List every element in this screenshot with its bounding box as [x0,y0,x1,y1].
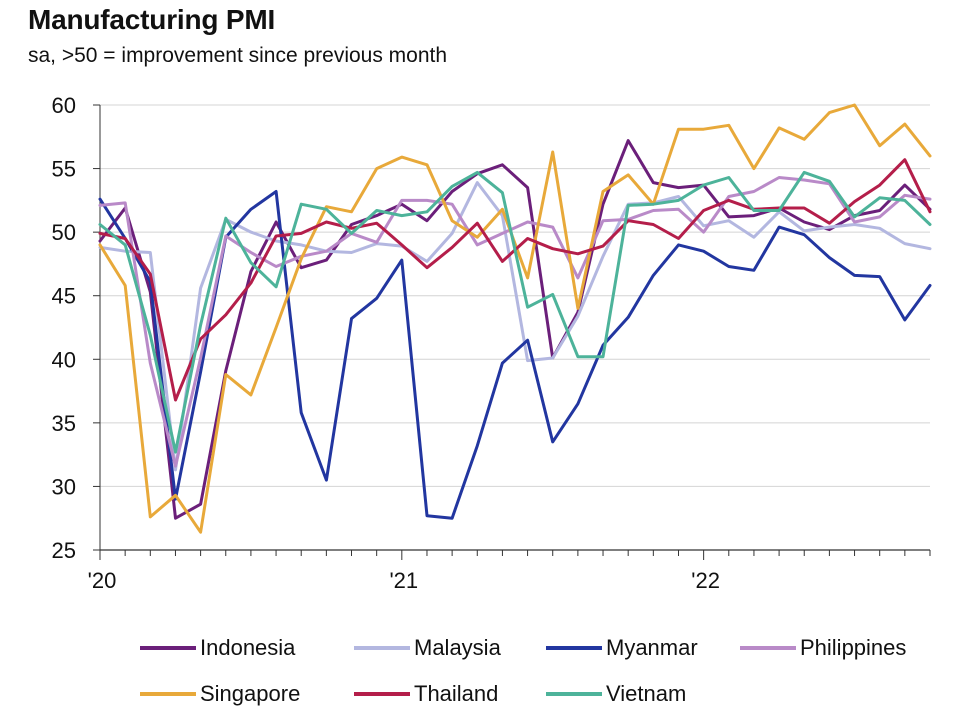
y-tick-label-25: 25 [52,538,76,563]
legend-item-indonesia: Indonesia [140,635,354,661]
y-tick-label-40: 40 [52,347,76,372]
x-tick-label: '21 [389,568,418,593]
legend-item-malaysia: Malaysia [354,635,546,661]
series-line-malaysia [98,181,932,472]
legend-label-malaysia: Malaysia [414,635,501,660]
legend-swatch-philippines [740,646,796,650]
legend-swatch-indonesia [140,646,196,650]
y-tick-label-50: 50 [52,220,76,245]
legend-label-thailand: Thailand [414,681,499,706]
legend-row-1: Indonesia Malaysia Myanmar Philippines [140,625,940,671]
legend-item-myanmar: Myanmar [546,635,740,661]
y-tick-label-60: 60 [52,93,76,118]
y-tick-label-45: 45 [52,284,76,309]
legend-item-philippines: Philippines [740,635,906,661]
legend-item-thailand: Thailand [354,681,546,707]
chart-subtitle: sa, >50 = improvement since previous mon… [28,44,448,67]
x-tick-label: '22 [691,568,720,593]
axes: 60 55 50 45 40 35 30 25 '20 '21 '22 [52,93,931,593]
chart-title: Manufacturing PMI [28,4,276,35]
legend-swatch-vietnam [546,692,602,696]
legend-label-indonesia: Indonesia [200,635,296,660]
legend-label-vietnam: Vietnam [606,681,687,706]
legend-row-2: Singapore Thailand Vietnam [140,671,940,717]
series-lines [98,103,932,534]
y-tick-label-55: 55 [52,157,76,182]
series-line-philippines [98,176,932,468]
y-tick-label-30: 30 [52,474,76,499]
legend-item-singapore: Singapore [140,681,354,707]
legend-swatch-thailand [354,692,410,696]
legend-label-philippines: Philippines [800,635,907,660]
legend-swatch-singapore [140,692,196,696]
y-tick-label-35: 35 [52,411,76,436]
legend: Indonesia Malaysia Myanmar Philippines S… [140,625,940,717]
legend-item-vietnam: Vietnam [546,681,686,707]
series-line-myanmar [98,190,932,520]
series-line-indonesia [98,139,932,520]
legend-label-myanmar: Myanmar [606,635,698,660]
legend-swatch-myanmar [546,646,602,650]
series-line-vietnam [98,170,932,454]
x-tick-label: '20 [88,568,117,593]
legend-label-singapore: Singapore [200,681,301,706]
legend-swatch-malaysia [354,646,410,650]
series-line-singapore [98,103,932,534]
